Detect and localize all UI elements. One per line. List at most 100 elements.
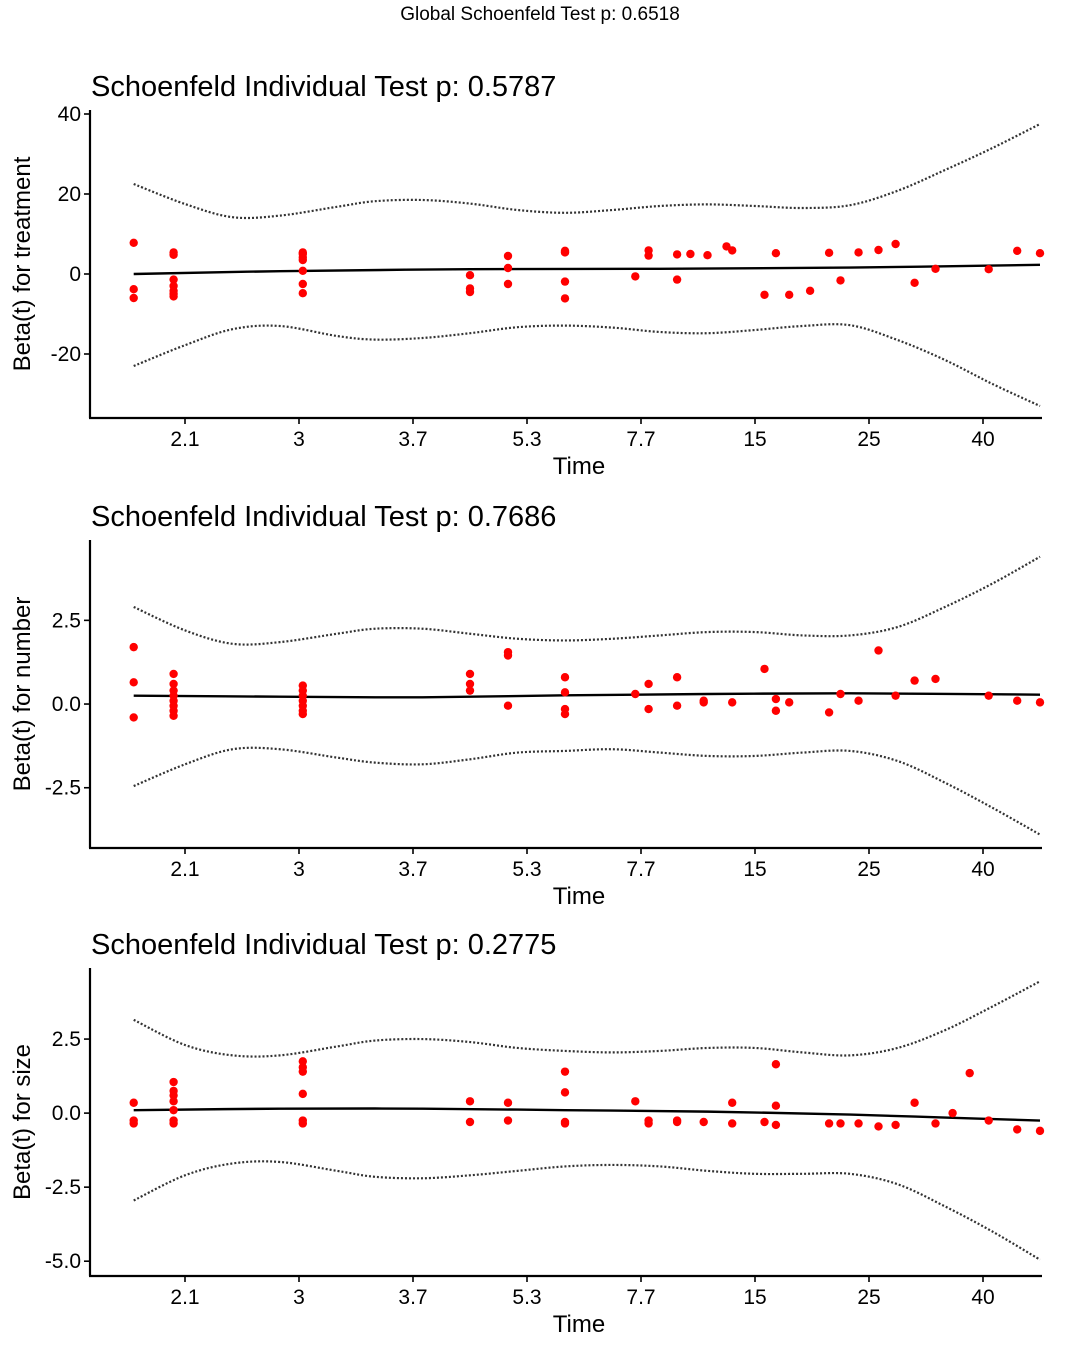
- upper-band-line: [133, 123, 1041, 220]
- x-tick-label: 7.7: [626, 858, 655, 881]
- residual-point: [503, 251, 513, 261]
- y-tick-label: 0.0: [52, 1102, 81, 1125]
- residual-point: [672, 673, 682, 682]
- residual-point: [965, 1068, 974, 1078]
- residual-point: [129, 293, 138, 303]
- y-tick-label: -2.5: [45, 1176, 81, 1199]
- x-tick-label: 15: [743, 428, 766, 451]
- residual-point: [298, 1057, 307, 1066]
- residual-point: [771, 694, 781, 704]
- residual-point: [560, 688, 570, 697]
- residual-point: [891, 691, 900, 700]
- residual-point: [298, 1067, 307, 1076]
- y-axis-title: Beta(t) for number: [9, 597, 36, 792]
- chart-panel-2: Schoenfeld Individual Test p: 0.7686 2.5 0…: [9, 501, 1045, 910]
- chart-panel-1: Schoenfeld Individual Test p: 0.5787 40 20…: [9, 71, 1045, 480]
- lower-band-line: [133, 323, 1041, 407]
- residual-point: [465, 679, 475, 689]
- residual-point: [785, 698, 794, 707]
- residual-point: [785, 290, 794, 299]
- residual-point: [169, 275, 178, 284]
- residual-point: [560, 294, 570, 303]
- residual-point: [672, 275, 682, 284]
- residual-point: [728, 1098, 737, 1107]
- residual-point: [760, 664, 769, 674]
- residual-point: [672, 701, 682, 710]
- y-tick-label: -5.0: [45, 1250, 81, 1273]
- x-tick-label: 7.7: [626, 1286, 655, 1309]
- residual-point: [169, 292, 178, 301]
- residual-point: [854, 696, 863, 705]
- residual-point: [169, 679, 178, 689]
- fit-line: [133, 1107, 1041, 1122]
- residual-point: [824, 1119, 834, 1128]
- residual-point: [931, 264, 940, 273]
- x-tick-label: 25: [857, 1286, 880, 1309]
- residual-point: [1035, 1126, 1045, 1136]
- x-tick-label: 2.1: [170, 428, 199, 451]
- x-tick-label: 3.7: [398, 428, 427, 451]
- upper-band-line: [133, 555, 1041, 646]
- residual-point: [129, 238, 138, 247]
- residual-point: [805, 286, 815, 295]
- x-tick-label: 7.7: [626, 428, 655, 451]
- residual-point: [465, 287, 475, 297]
- residual-point: [854, 1119, 863, 1128]
- residual-point: [503, 263, 513, 273]
- x-tick-label: 3: [293, 428, 305, 451]
- y-tick-label: 40: [58, 103, 81, 126]
- residual-point: [169, 1105, 178, 1115]
- residual-point: [672, 250, 682, 259]
- y-axis-title: Beta(t) for size: [9, 1044, 36, 1200]
- residual-point: [465, 686, 475, 695]
- residual-point: [984, 265, 993, 274]
- residual-point: [728, 698, 737, 707]
- residual-point: [560, 1088, 570, 1097]
- y-tick-label: 2.5: [52, 1028, 81, 1051]
- residual-point: [854, 248, 863, 257]
- residual-point: [699, 1117, 708, 1127]
- residual-point: [1013, 246, 1022, 255]
- residual-point: [129, 1119, 138, 1128]
- residual-point: [631, 689, 640, 699]
- y-tick-label: 2.5: [52, 609, 81, 632]
- residual-point: [824, 248, 834, 257]
- residual-point: [560, 247, 570, 257]
- residual-point: [298, 1089, 307, 1099]
- x-tick-label: 2.1: [170, 858, 199, 881]
- residual-point: [836, 1119, 845, 1128]
- upper-band-line: [133, 980, 1041, 1058]
- residual-point: [129, 678, 138, 687]
- x-axis-title: Time: [553, 453, 605, 480]
- residual-point: [465, 669, 475, 679]
- x-tick-label: 3.7: [398, 858, 427, 881]
- panel-title: Schoenfeld Individual Test p: 0.7686: [91, 501, 556, 533]
- residual-point: [672, 1116, 682, 1125]
- residual-point: [298, 255, 307, 265]
- residual-point: [169, 669, 178, 679]
- fit-line: [133, 692, 1041, 699]
- residual-point: [1013, 1125, 1022, 1134]
- residual-point: [760, 1117, 769, 1127]
- x-tick-label: 40: [971, 1286, 994, 1309]
- panel-title: Schoenfeld Individual Test p: 0.2775: [91, 929, 556, 961]
- chart-panel-3: Schoenfeld Individual Test p: 0.2775 2.5 0…: [9, 929, 1045, 1338]
- residual-point: [910, 278, 919, 287]
- residual-point: [824, 708, 834, 717]
- lower-band-line: [133, 1160, 1041, 1261]
- x-tick-label: 2.1: [170, 1286, 199, 1309]
- panel-title: Schoenfeld Individual Test p: 0.5787: [91, 71, 556, 103]
- x-tick-label: 25: [857, 428, 880, 451]
- residual-point: [760, 290, 769, 299]
- residual-point: [891, 239, 900, 249]
- residual-point: [503, 701, 513, 710]
- residual-point: [465, 1097, 475, 1106]
- residual-point: [503, 651, 513, 660]
- residual-point: [771, 1120, 781, 1130]
- y-tick-label: 0.0: [52, 693, 81, 716]
- residual-point: [129, 285, 138, 294]
- residual-point: [644, 1119, 653, 1128]
- residual-point: [298, 289, 307, 298]
- residual-point: [503, 279, 513, 289]
